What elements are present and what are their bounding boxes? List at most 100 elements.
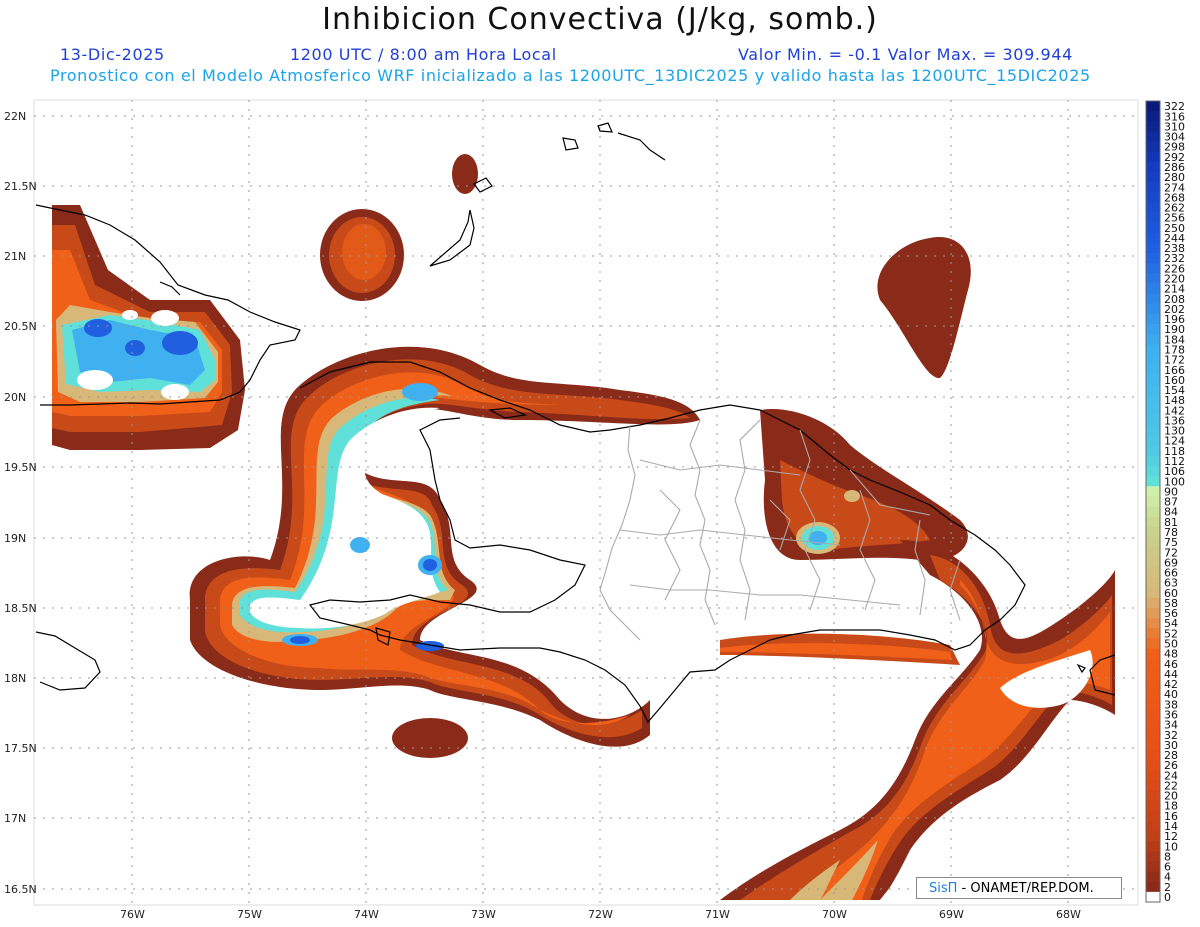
province-borders [599, 419, 961, 641]
colorbar-swatch [1146, 455, 1160, 467]
colorbar-swatch [1146, 395, 1160, 406]
lat-label: 21N [4, 250, 26, 263]
colorbar-swatch [1146, 506, 1160, 518]
colorbar-swatch [1146, 577, 1160, 589]
forecast-label: Pronostico con el Modelo Atmosferico WRF… [50, 66, 1091, 85]
colorbar-swatch [1146, 536, 1160, 548]
colorbar-swatch [1146, 263, 1160, 274]
colorbar-label: 40 [1164, 688, 1178, 701]
colorbar-swatch [1146, 668, 1160, 680]
colorbar-label: 2 [1164, 881, 1171, 894]
colorbar-swatch [1146, 354, 1160, 366]
colorbar-swatch [1146, 425, 1160, 436]
colorbar-label: 148 [1164, 394, 1185, 407]
lat-label: 22N [4, 110, 26, 123]
colorbar-swatch [1146, 709, 1160, 720]
colorbar-label: 166 [1164, 364, 1185, 377]
colorbar-swatch [1146, 719, 1160, 731]
lat-label: 18.5N [4, 602, 37, 615]
colorbar-swatch [1146, 496, 1160, 507]
colorbar-label: 46 [1164, 658, 1178, 671]
colorbar-swatch [1146, 222, 1160, 234]
min-max-label: Valor Min. = -0.1 Valor Max. = 309.944 [738, 45, 1073, 64]
sis-logo-text: SisΠ [929, 881, 958, 896]
lat-label: 17N [4, 812, 26, 825]
colorbar-label: 14 [1164, 820, 1178, 833]
lon-label: 68W [1056, 908, 1081, 921]
colorbar-swatch [1146, 405, 1160, 416]
colorbar-swatch [1146, 435, 1160, 447]
colorbar-swatch [1146, 749, 1160, 761]
lat-label: 21.5N [4, 180, 37, 193]
lon-label: 69W [939, 908, 964, 921]
colorbar-label: 268 [1164, 191, 1185, 204]
colorbar-label: 250 [1164, 222, 1185, 235]
colorbar-swatch [1146, 334, 1160, 345]
colorbar-label: 38 [1164, 698, 1178, 711]
colorbar-label: 136 [1164, 414, 1185, 427]
colorbar-label: 106 [1164, 465, 1185, 478]
colorbar-swatch [1146, 891, 1160, 903]
colorbar-label: 22 [1164, 779, 1178, 792]
colorbar: 3223163103042982922862802742682622562502… [1145, 100, 1185, 904]
colorbar-swatch [1146, 810, 1160, 822]
colorbar-label: 69 [1164, 556, 1178, 569]
lon-label: 71W [705, 908, 730, 921]
colorbar-label: 202 [1164, 303, 1185, 316]
colorbar-swatch [1146, 557, 1160, 568]
colorbar-swatch [1146, 384, 1160, 396]
colorbar-swatch [1146, 101, 1160, 112]
colorbar-swatch [1146, 212, 1160, 224]
colorbar-label: 90 [1164, 485, 1178, 498]
colorbar-swatch [1146, 638, 1160, 649]
colorbar-label: 214 [1164, 283, 1185, 296]
colorbar-label: 30 [1164, 739, 1178, 752]
lat-label: 18N [4, 672, 26, 685]
colorbar-swatch [1146, 699, 1160, 710]
colorbar-swatch [1146, 861, 1160, 872]
colorbar-label: 75 [1164, 536, 1178, 549]
colorbar-swatch [1146, 151, 1160, 163]
colorbar-swatch [1146, 476, 1160, 487]
colorbar-swatch [1146, 445, 1160, 457]
lon-label: 73W [471, 908, 496, 921]
colorbar-swatch [1146, 171, 1160, 183]
colorbar-swatch [1146, 841, 1160, 852]
colorbar-frame [1145, 100, 1161, 903]
colorbar-swatch [1146, 313, 1160, 325]
colorbar-swatch [1146, 486, 1160, 497]
colorbar-label: 196 [1164, 313, 1185, 326]
colorbar-swatch [1146, 881, 1160, 893]
date-label: 13-Dic-2025 [60, 45, 165, 64]
colorbar-label: 87 [1164, 496, 1178, 509]
colorbar-swatch [1146, 303, 1160, 315]
colorbar-swatch [1146, 516, 1160, 528]
colorbar-label: 78 [1164, 526, 1178, 539]
colorbar-label: 274 [1164, 181, 1185, 194]
colorbar-swatch [1146, 121, 1160, 132]
colorbar-label: 298 [1164, 141, 1185, 154]
colorbar-swatch [1146, 324, 1160, 335]
colorbar-label: 0 [1164, 891, 1171, 904]
colorbar-swatch [1146, 293, 1160, 305]
colorbar-swatch [1146, 131, 1160, 142]
colorbar-label: 112 [1164, 455, 1185, 468]
colorbar-swatch [1146, 364, 1160, 376]
map-title: Inhibicion Convectiva (J/kg, somb.) [322, 2, 878, 37]
colorbar-label: 72 [1164, 546, 1178, 559]
colorbar-swatch [1146, 141, 1160, 153]
colorbar-label: 238 [1164, 242, 1185, 255]
colorbar-label: 12 [1164, 830, 1178, 843]
colorbar-label: 184 [1164, 333, 1185, 346]
lat-label: 16.5N [4, 883, 37, 896]
colorbar-swatch [1146, 232, 1160, 244]
lon-label: 75W [237, 908, 262, 921]
colorbar-label: 20 [1164, 790, 1178, 803]
coastlines [35, 122, 1116, 724]
colorbar-label: 42 [1164, 678, 1178, 691]
colorbar-label: 130 [1164, 425, 1185, 438]
colorbar-label: 50 [1164, 638, 1178, 651]
colorbar-label: 262 [1164, 202, 1185, 215]
colorbar-label: 172 [1164, 354, 1185, 367]
